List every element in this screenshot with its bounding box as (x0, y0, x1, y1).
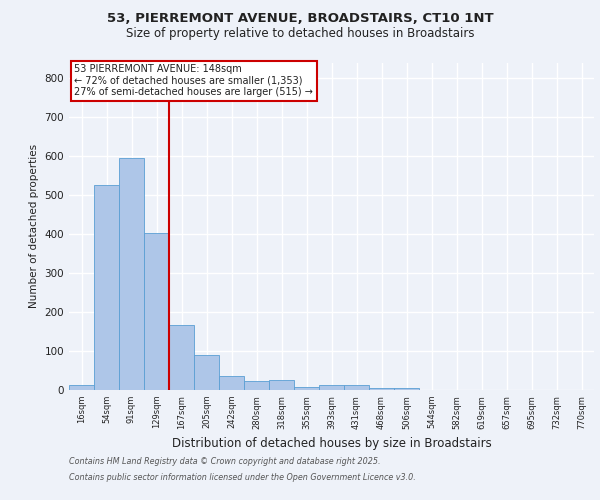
Bar (344, 384, 369, 390)
Bar (144, 233, 169, 390)
Bar (319, 384, 344, 390)
Bar (294, 387, 319, 390)
Bar (169, 324, 194, 390)
Bar (119, 158, 144, 390)
Bar (244, 382, 269, 390)
Bar (369, 388, 394, 390)
Bar (394, 388, 419, 390)
Text: Contains HM Land Registry data © Crown copyright and database right 2025.: Contains HM Land Registry data © Crown c… (69, 458, 380, 466)
X-axis label: Distribution of detached houses by size in Broadstairs: Distribution of detached houses by size … (172, 437, 491, 450)
Text: Size of property relative to detached houses in Broadstairs: Size of property relative to detached ho… (126, 28, 474, 40)
Bar (269, 380, 294, 390)
Text: Contains public sector information licensed under the Open Government Licence v3: Contains public sector information licen… (69, 472, 416, 482)
Bar (69, 384, 94, 390)
Y-axis label: Number of detached properties: Number of detached properties (29, 144, 39, 308)
Bar (94, 184, 119, 390)
Text: 53, PIERREMONT AVENUE, BROADSTAIRS, CT10 1NT: 53, PIERREMONT AVENUE, BROADSTAIRS, CT10… (107, 12, 493, 26)
Text: 53 PIERREMONT AVENUE: 148sqm
← 72% of detached houses are smaller (1,353)
27% of: 53 PIERREMONT AVENUE: 148sqm ← 72% of de… (74, 64, 313, 98)
Bar (194, 355, 219, 390)
Bar (219, 376, 244, 390)
